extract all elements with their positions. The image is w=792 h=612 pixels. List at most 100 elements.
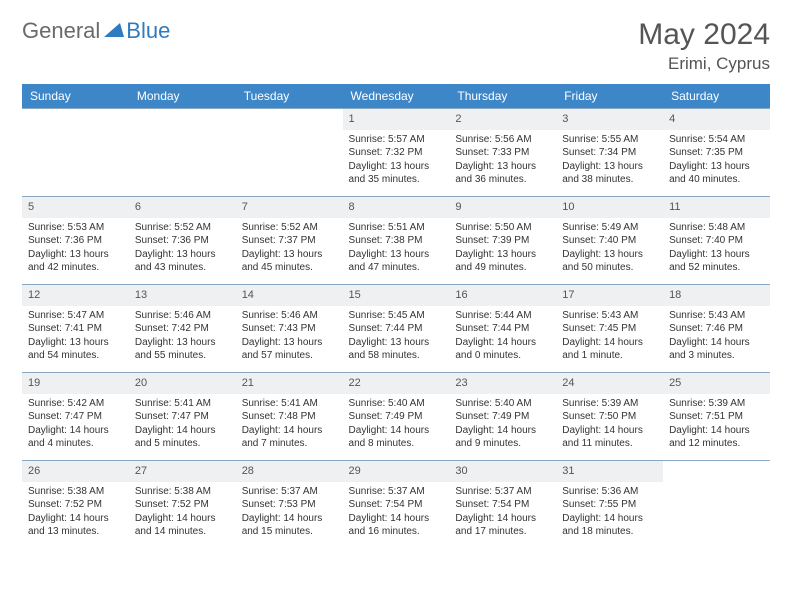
sunrise-text: Sunrise: 5:39 AM	[669, 397, 764, 411]
calendar-day-cell: 1Sunrise: 5:57 AMSunset: 7:32 PMDaylight…	[343, 109, 450, 197]
daylight-text: and 50 minutes.	[562, 261, 657, 275]
calendar-day-cell: 6Sunrise: 5:52 AMSunset: 7:36 PMDaylight…	[129, 197, 236, 285]
daylight-text: Daylight: 14 hours	[135, 512, 230, 526]
day-number: 4	[663, 109, 770, 130]
daylight-text: and 5 minutes.	[135, 437, 230, 451]
logo-triangle-icon	[104, 21, 124, 42]
sunset-text: Sunset: 7:44 PM	[349, 322, 444, 336]
sunrise-text: Sunrise: 5:39 AM	[562, 397, 657, 411]
sunset-text: Sunset: 7:47 PM	[28, 410, 123, 424]
daylight-text: and 4 minutes.	[28, 437, 123, 451]
sunset-text: Sunset: 7:38 PM	[349, 234, 444, 248]
sunset-text: Sunset: 7:55 PM	[562, 498, 657, 512]
sunset-text: Sunset: 7:48 PM	[242, 410, 337, 424]
daylight-text: and 52 minutes.	[669, 261, 764, 275]
sunrise-text: Sunrise: 5:45 AM	[349, 309, 444, 323]
day-number: 20	[129, 373, 236, 394]
calendar-day-cell: 28Sunrise: 5:37 AMSunset: 7:53 PMDayligh…	[236, 461, 343, 549]
day-content: Sunrise: 5:42 AMSunset: 7:47 PMDaylight:…	[22, 394, 129, 457]
sunset-text: Sunset: 7:32 PM	[349, 146, 444, 160]
day-number: 3	[556, 109, 663, 130]
daylight-text: Daylight: 13 hours	[562, 248, 657, 262]
daylight-text: and 3 minutes.	[669, 349, 764, 363]
day-number: 5	[22, 197, 129, 218]
daylight-text: Daylight: 13 hours	[455, 248, 550, 262]
sunset-text: Sunset: 7:43 PM	[242, 322, 337, 336]
sunset-text: Sunset: 7:36 PM	[135, 234, 230, 248]
sunrise-text: Sunrise: 5:50 AM	[455, 221, 550, 235]
sunset-text: Sunset: 7:52 PM	[135, 498, 230, 512]
day-content: Sunrise: 5:55 AMSunset: 7:34 PMDaylight:…	[556, 130, 663, 193]
day-number: 1	[343, 109, 450, 130]
sunrise-text: Sunrise: 5:43 AM	[562, 309, 657, 323]
calendar-week-row: 12Sunrise: 5:47 AMSunset: 7:41 PMDayligh…	[22, 285, 770, 373]
weekday-header: Saturday	[663, 84, 770, 109]
day-content: Sunrise: 5:41 AMSunset: 7:48 PMDaylight:…	[236, 394, 343, 457]
logo-text-general: General	[22, 18, 100, 44]
sunrise-text: Sunrise: 5:38 AM	[135, 485, 230, 499]
sunrise-text: Sunrise: 5:51 AM	[349, 221, 444, 235]
calendar-day-cell: 26Sunrise: 5:38 AMSunset: 7:52 PMDayligh…	[22, 461, 129, 549]
calendar-day-cell: 20Sunrise: 5:41 AMSunset: 7:47 PMDayligh…	[129, 373, 236, 461]
sunrise-text: Sunrise: 5:37 AM	[349, 485, 444, 499]
day-content: Sunrise: 5:54 AMSunset: 7:35 PMDaylight:…	[663, 130, 770, 193]
daylight-text: and 7 minutes.	[242, 437, 337, 451]
day-content: Sunrise: 5:37 AMSunset: 7:53 PMDaylight:…	[236, 482, 343, 545]
day-number: 30	[449, 461, 556, 482]
day-content: Sunrise: 5:37 AMSunset: 7:54 PMDaylight:…	[343, 482, 450, 545]
day-number: 18	[663, 285, 770, 306]
calendar-day-cell: 15Sunrise: 5:45 AMSunset: 7:44 PMDayligh…	[343, 285, 450, 373]
daylight-text: Daylight: 13 hours	[135, 248, 230, 262]
sunrise-text: Sunrise: 5:55 AM	[562, 133, 657, 147]
calendar-day-cell: 10Sunrise: 5:49 AMSunset: 7:40 PMDayligh…	[556, 197, 663, 285]
daylight-text: and 38 minutes.	[562, 173, 657, 187]
calendar-day-cell: 23Sunrise: 5:40 AMSunset: 7:49 PMDayligh…	[449, 373, 556, 461]
month-title: May 2024	[638, 18, 770, 52]
daylight-text: Daylight: 14 hours	[669, 336, 764, 350]
daylight-text: Daylight: 13 hours	[349, 248, 444, 262]
daylight-text: Daylight: 14 hours	[455, 512, 550, 526]
sunset-text: Sunset: 7:49 PM	[349, 410, 444, 424]
day-content: Sunrise: 5:49 AMSunset: 7:40 PMDaylight:…	[556, 218, 663, 281]
header: General Blue May 2024 Erimi, Cyprus	[22, 18, 770, 74]
day-content: Sunrise: 5:41 AMSunset: 7:47 PMDaylight:…	[129, 394, 236, 457]
sunset-text: Sunset: 7:42 PM	[135, 322, 230, 336]
daylight-text: Daylight: 13 hours	[242, 248, 337, 262]
day-number: 24	[556, 373, 663, 394]
calendar-day-cell: 30Sunrise: 5:37 AMSunset: 7:54 PMDayligh…	[449, 461, 556, 549]
sunrise-text: Sunrise: 5:57 AM	[349, 133, 444, 147]
daylight-text: and 54 minutes.	[28, 349, 123, 363]
daylight-text: and 15 minutes.	[242, 525, 337, 539]
daylight-text: Daylight: 14 hours	[28, 512, 123, 526]
sunrise-text: Sunrise: 5:46 AM	[135, 309, 230, 323]
sunset-text: Sunset: 7:36 PM	[28, 234, 123, 248]
day-number: 14	[236, 285, 343, 306]
daylight-text: Daylight: 14 hours	[242, 424, 337, 438]
calendar-day-cell: 11Sunrise: 5:48 AMSunset: 7:40 PMDayligh…	[663, 197, 770, 285]
day-number: 9	[449, 197, 556, 218]
calendar-week-row: 5Sunrise: 5:53 AMSunset: 7:36 PMDaylight…	[22, 197, 770, 285]
day-content: Sunrise: 5:43 AMSunset: 7:45 PMDaylight:…	[556, 306, 663, 369]
day-content: Sunrise: 5:45 AMSunset: 7:44 PMDaylight:…	[343, 306, 450, 369]
sunrise-text: Sunrise: 5:36 AM	[562, 485, 657, 499]
calendar-day-cell: 2Sunrise: 5:56 AMSunset: 7:33 PMDaylight…	[449, 109, 556, 197]
day-number: 19	[22, 373, 129, 394]
sunset-text: Sunset: 7:52 PM	[28, 498, 123, 512]
day-number: 27	[129, 461, 236, 482]
daylight-text: Daylight: 13 hours	[669, 160, 764, 174]
day-number: 22	[343, 373, 450, 394]
daylight-text: Daylight: 14 hours	[28, 424, 123, 438]
sunset-text: Sunset: 7:39 PM	[455, 234, 550, 248]
weekday-header: Wednesday	[343, 84, 450, 109]
daylight-text: and 49 minutes.	[455, 261, 550, 275]
sunrise-text: Sunrise: 5:48 AM	[669, 221, 764, 235]
sunset-text: Sunset: 7:40 PM	[669, 234, 764, 248]
sunset-text: Sunset: 7:54 PM	[349, 498, 444, 512]
day-number: 6	[129, 197, 236, 218]
daylight-text: and 55 minutes.	[135, 349, 230, 363]
calendar-day-cell: 31Sunrise: 5:36 AMSunset: 7:55 PMDayligh…	[556, 461, 663, 549]
sunset-text: Sunset: 7:47 PM	[135, 410, 230, 424]
daylight-text: and 17 minutes.	[455, 525, 550, 539]
daylight-text: Daylight: 13 hours	[28, 336, 123, 350]
location: Erimi, Cyprus	[638, 54, 770, 74]
